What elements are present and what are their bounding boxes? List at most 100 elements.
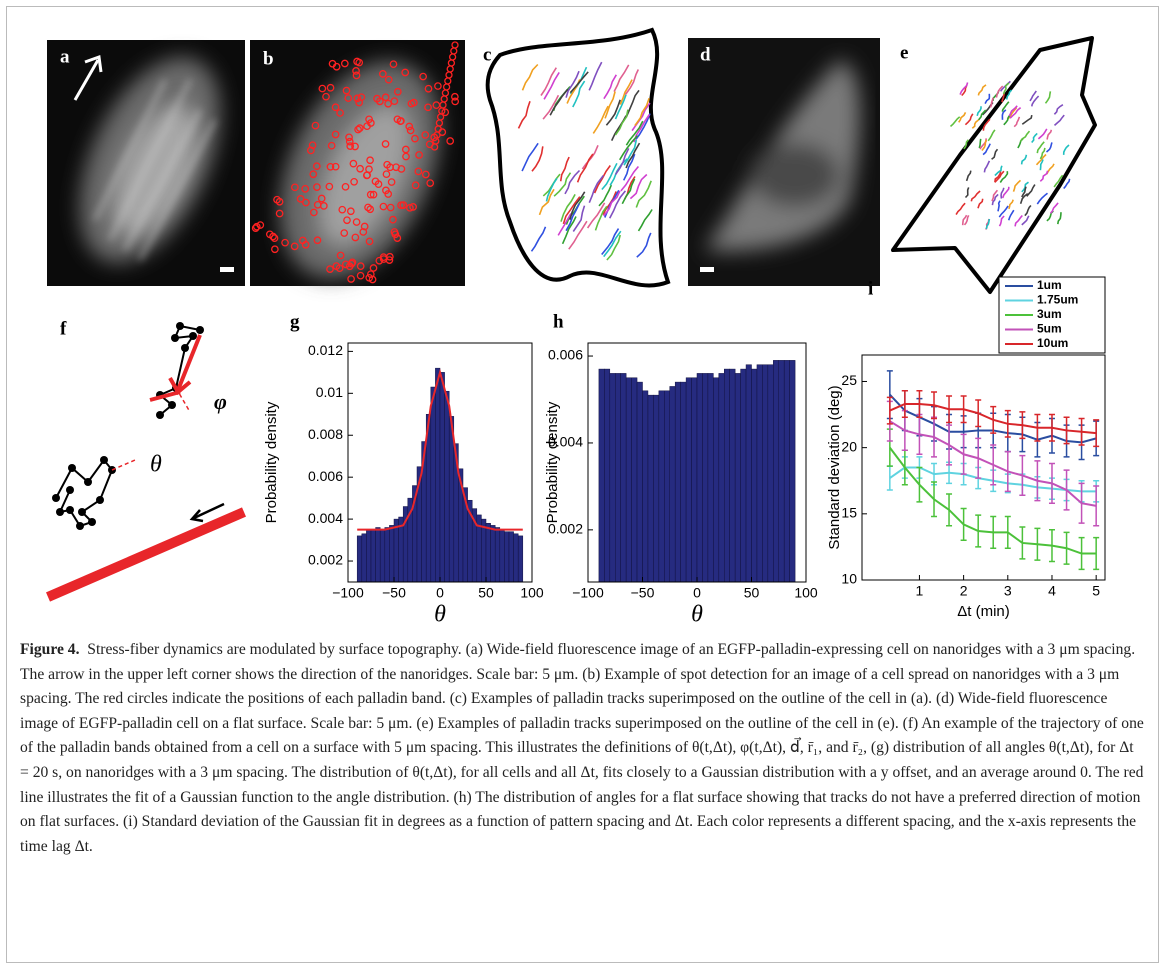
caption: Figure 4. Stress-fiber dynamics are modu… [20, 638, 1145, 859]
track [557, 213, 572, 236]
bar [609, 373, 616, 583]
track-outline-e [891, 36, 1097, 294]
track [984, 93, 991, 104]
track [1046, 129, 1053, 140]
bar [756, 364, 763, 583]
bar [740, 368, 747, 583]
bar [636, 381, 643, 583]
track [635, 113, 651, 140]
bar [379, 529, 386, 583]
detected-spot [308, 141, 317, 150]
error-bar [1063, 469, 1070, 511]
bar [504, 531, 510, 583]
detected-spot [331, 162, 340, 171]
track [565, 203, 581, 232]
track [521, 63, 539, 91]
track [1031, 132, 1038, 143]
detected-spot [275, 197, 284, 206]
track [1029, 90, 1037, 102]
detected-spot [401, 68, 410, 77]
panel-label: c [483, 44, 491, 65]
track [530, 226, 547, 252]
track [994, 171, 1002, 183]
track [1009, 106, 1022, 119]
track-outline-c [485, 27, 671, 288]
error-bar [1048, 462, 1055, 504]
error-bar [990, 444, 997, 486]
bar [713, 377, 720, 583]
error-bar [1093, 485, 1100, 527]
track [1020, 154, 1028, 165]
track [545, 177, 558, 202]
track [637, 209, 653, 232]
bar [664, 390, 670, 583]
track [561, 216, 577, 245]
detected-spot [325, 182, 334, 191]
error-bar [1078, 417, 1085, 446]
detected-spot [393, 234, 402, 242]
plot-frame [861, 354, 1106, 581]
bar [734, 373, 741, 583]
track [995, 85, 1004, 98]
bar [375, 527, 381, 583]
error-bar [960, 507, 967, 542]
detected-spot [373, 94, 381, 103]
bar [783, 360, 790, 583]
detected-spot [309, 208, 318, 217]
x-tick-label: 100 [794, 585, 818, 601]
x-tick-label: 4 [1048, 583, 1056, 599]
track [959, 82, 969, 95]
bar [773, 360, 779, 583]
error-bar [975, 399, 982, 428]
y-tick-label: 0.006 [548, 347, 583, 363]
legend-label: 5um [1037, 322, 1062, 336]
detected-spot [389, 215, 397, 224]
track [606, 234, 621, 261]
detected-spot [369, 264, 378, 272]
track [542, 94, 560, 120]
track [998, 215, 1005, 227]
bar [604, 368, 611, 583]
theta-label: θ [150, 452, 162, 478]
track [635, 180, 652, 208]
error-bar [975, 437, 982, 479]
error-bar [1093, 536, 1100, 571]
detected-spot [256, 221, 265, 229]
x-axis-label: θ [691, 602, 703, 628]
detected-spot [331, 103, 340, 112]
track [624, 69, 640, 95]
detected-spot [379, 202, 388, 211]
track [605, 99, 621, 126]
detected-spot [343, 216, 351, 225]
track [517, 101, 531, 129]
bar [366, 529, 372, 583]
detected-spot [296, 195, 305, 203]
panel-label: b [263, 48, 274, 69]
x-axis-label: Δt (min) [957, 603, 1010, 620]
track [1053, 114, 1065, 126]
y-tick-label: 15 [841, 505, 857, 521]
error-bar [1034, 527, 1041, 561]
track [1045, 142, 1053, 153]
error-bar [946, 395, 953, 424]
y-tick-label: 20 [841, 438, 857, 454]
detected-spot [374, 180, 383, 188]
y-tick-label: 0.008 [308, 426, 343, 442]
track [989, 97, 994, 108]
detected-spot [366, 270, 375, 279]
detected-spot [291, 183, 299, 192]
track [603, 74, 617, 100]
error-bar [1034, 460, 1041, 502]
error-bar [990, 515, 997, 549]
track [1039, 159, 1044, 171]
detected-spot [354, 125, 362, 134]
track [977, 198, 984, 209]
track [634, 97, 650, 127]
track [958, 112, 967, 123]
error-bar [901, 389, 908, 418]
track [1037, 128, 1048, 140]
track [625, 89, 640, 118]
detected-spot [381, 140, 390, 148]
bar [631, 377, 638, 583]
track [613, 64, 630, 92]
